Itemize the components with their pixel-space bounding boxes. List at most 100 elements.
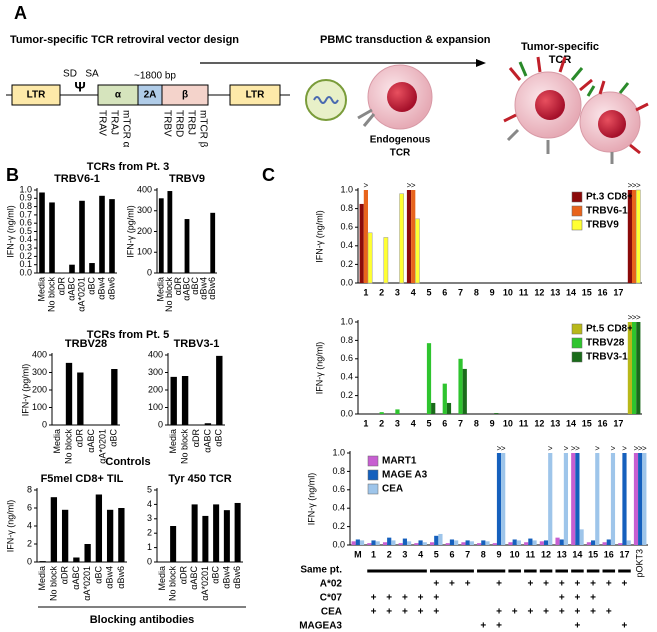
x-tick-label: Media — [168, 429, 178, 454]
row-label: C*07 — [320, 593, 343, 604]
y-tick-label: 0.4 — [340, 240, 353, 250]
x-tick-label: pOKT3 — [635, 549, 645, 578]
bar — [111, 369, 118, 425]
diagram-title: PBMC transduction & expansion — [320, 34, 491, 46]
x-tick-label: No block — [63, 429, 73, 465]
bar — [351, 541, 356, 545]
y-tick-label: 2 — [147, 528, 152, 538]
y-tick-label: 0.4 — [340, 372, 353, 382]
sd-label: SD — [63, 69, 77, 80]
legend-label: MAGE A3 — [382, 470, 428, 481]
x-tick-label: αABC — [66, 277, 76, 301]
segment-label: TRBD — [173, 110, 184, 137]
x-tick-label: 15 — [588, 549, 598, 559]
legend-label: TRBV6-1 — [586, 206, 628, 217]
cell-mark: + — [371, 607, 377, 618]
y-tick-label: 0 — [42, 419, 47, 429]
value-label: > — [642, 444, 647, 453]
bar — [371, 540, 376, 545]
bar — [422, 542, 427, 545]
bar — [622, 453, 627, 545]
y-tick-label: 1.0 — [340, 184, 353, 194]
y-tick-label: 300 — [137, 205, 152, 215]
y-tick-label: 2 — [27, 538, 32, 548]
bar — [418, 540, 423, 545]
x-tick-label: 8 — [474, 418, 479, 428]
segment-label: TRAV — [96, 110, 107, 136]
x-tick-label: αBC — [214, 429, 224, 447]
legend-swatch — [367, 455, 379, 467]
x-tick-label: αABC — [189, 566, 199, 590]
y-tick-label: 0.4 — [19, 234, 32, 244]
bar — [543, 540, 549, 545]
bar — [449, 539, 455, 545]
x-tick-label: 13 — [557, 549, 567, 559]
group-title: Blocking antibodies — [90, 614, 195, 626]
y-tick-label: 3 — [147, 513, 152, 523]
value-label: > — [611, 444, 616, 453]
bar — [213, 504, 220, 562]
diagram-title: TCR — [549, 54, 572, 66]
x-tick-label: αABC — [202, 429, 212, 453]
bar — [379, 412, 384, 414]
bar — [61, 509, 69, 562]
x-tick-label: 16 — [598, 418, 608, 428]
bar — [415, 218, 420, 284]
y-tick-label: 0.0 — [19, 267, 32, 277]
cell — [357, 64, 433, 130]
x-tick-label: 15 — [582, 287, 592, 297]
cell-mark: + — [622, 579, 628, 590]
bar — [591, 540, 596, 545]
x-tick-label: 7 — [465, 549, 470, 559]
legend-label: CEA — [382, 484, 403, 495]
legend-label: Pt.3 CD8+ — [586, 192, 633, 203]
y-tick-label: 0 — [147, 556, 152, 566]
bar — [382, 542, 388, 545]
legend-swatch — [571, 323, 583, 335]
cell-mark: + — [606, 579, 612, 590]
x-tick-label: 4 — [418, 549, 423, 559]
x-tick-label: 11 — [526, 549, 536, 559]
bar — [355, 539, 360, 545]
value-label: > — [571, 444, 576, 453]
bar — [575, 453, 580, 545]
y-tick-label: 0.0 — [340, 277, 353, 287]
cell-mark: + — [512, 607, 518, 618]
bar — [234, 502, 241, 562]
y-tick-label: 6 — [27, 502, 32, 512]
y-tick-label: 200 — [137, 226, 152, 236]
y-tick-label: 0.2 — [332, 521, 345, 531]
segment-label: TRBJ — [185, 110, 196, 135]
bar — [501, 453, 506, 545]
bar — [477, 543, 482, 545]
bar — [496, 453, 502, 545]
diagram-title: Tumor-specific TCR retroviral vector des… — [10, 34, 239, 46]
bar — [359, 203, 364, 283]
bar — [65, 362, 73, 425]
bar — [95, 494, 103, 562]
x-tick-label: 15 — [582, 418, 592, 428]
y-tick-label: 0.4 — [332, 503, 345, 513]
x-tick-label: αA*0201 — [76, 277, 86, 312]
x-tick-label: 8 — [474, 287, 479, 297]
bar — [414, 543, 419, 545]
bar — [202, 515, 209, 562]
bar — [454, 540, 459, 545]
y-tick-label: 0.5 — [19, 226, 32, 236]
cell-mark: + — [496, 607, 502, 618]
bar — [516, 540, 521, 545]
cell-mark: + — [433, 593, 439, 604]
row-label: MAGEA3 — [299, 621, 342, 632]
y-tick-label: 400 — [32, 349, 47, 359]
x-tick-label: αBC — [86, 277, 96, 295]
x-tick-label: 7 — [458, 418, 463, 428]
bar — [642, 453, 647, 545]
bar — [618, 543, 623, 545]
x-tick-label: M — [354, 549, 362, 559]
bar — [627, 190, 633, 283]
panel-label: C — [262, 165, 275, 185]
segment-label: TRAJ — [108, 110, 119, 135]
x-tick-label: 16 — [604, 549, 614, 559]
cell-mark: + — [418, 607, 424, 618]
